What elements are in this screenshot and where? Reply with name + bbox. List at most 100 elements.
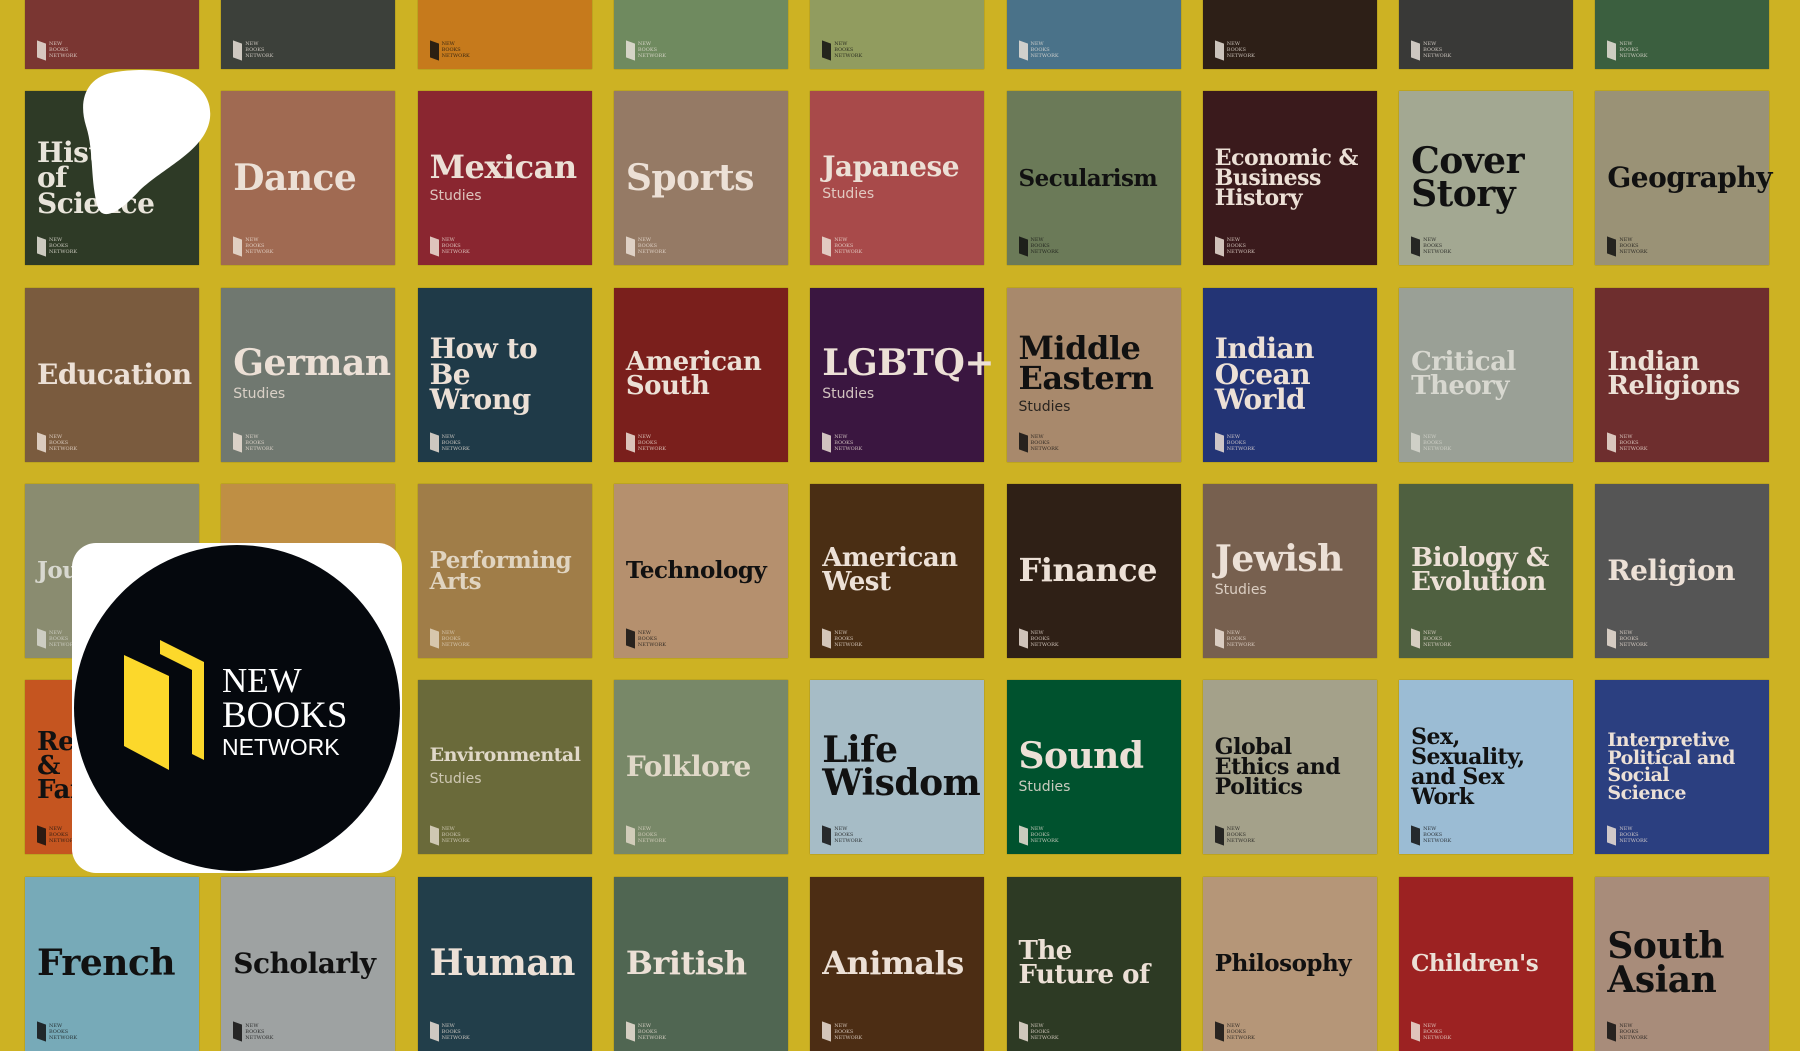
book-icon bbox=[1018, 825, 1028, 846]
mark-line: NETWORK bbox=[441, 53, 470, 59]
podcast-tile[interactable]: Animals NEW BOOKS NETWORK bbox=[810, 876, 985, 1051]
mark-line: NETWORK bbox=[49, 641, 78, 648]
podcast-tile[interactable]: Critical Theory NEW BOOKS NETWORK bbox=[1399, 287, 1574, 462]
tile-title-line: South bbox=[625, 370, 710, 401]
podcast-tile[interactable]: Global Ethics and Politics NEW BOOKS NETWORK bbox=[1202, 680, 1377, 855]
podcast-tile[interactable]: Philosophy NEW BOOKS NETWORK bbox=[1202, 876, 1377, 1051]
podcast-tile[interactable]: Education NEW BOOKS NETWORK bbox=[25, 287, 199, 462]
mark-line: BOOKS bbox=[834, 243, 854, 250]
tile-title-line: Work bbox=[1411, 784, 1474, 811]
podcast-tile[interactable]: Finance NEW BOOKS NETWORK bbox=[1006, 483, 1181, 658]
tile-title-line: Wisdom bbox=[822, 762, 981, 805]
mark-line: BOOKS bbox=[834, 439, 854, 446]
mark-line: BOOKS bbox=[1030, 635, 1050, 642]
podcast-tile[interactable]: American South NEW BOOKS NETWORK bbox=[613, 287, 788, 462]
mark-line: BOOKS bbox=[1423, 439, 1443, 446]
book-icon bbox=[429, 236, 439, 257]
mark-line: NETWORK bbox=[49, 445, 78, 452]
book-icon bbox=[1411, 1021, 1421, 1042]
podcast-tile[interactable]: Indian Religions NEW BOOKS NETWORK bbox=[1595, 287, 1770, 462]
mark-line: NEW bbox=[441, 826, 455, 833]
podcast-tile[interactable]: The Future of NEW BOOKS NETWORK bbox=[1006, 876, 1181, 1051]
mark-line: NETWORK bbox=[834, 249, 863, 256]
podcast-tile[interactable]: Environmental Studies NEW BOOKS NETWORK bbox=[417, 680, 592, 855]
tile-title-line: Technology bbox=[625, 557, 767, 585]
podcast-tile[interactable]: Folklore NEW BOOKS NETWORK bbox=[613, 680, 788, 855]
podcast-tile[interactable]: French NEW BOOKS NETWORK bbox=[25, 876, 199, 1051]
mark-line: NEW bbox=[1619, 629, 1633, 636]
mark-line: NETWORK bbox=[834, 838, 863, 845]
podcast-tile[interactable]: Human NEW BOOKS NETWORK bbox=[417, 876, 592, 1051]
book-icon bbox=[822, 1021, 832, 1042]
podcast-tile[interactable]: Dance NEW BOOKS NETWORK bbox=[221, 91, 396, 266]
podcast-tile[interactable]: Sex, Sexuality, and Sex Work NEW BOOKS NETWORK bbox=[1399, 680, 1574, 855]
mark-line: NETWORK bbox=[1226, 641, 1255, 648]
podcast-tile[interactable]: Sound Studies NEW BOOKS NETWORK bbox=[1006, 680, 1181, 855]
podcast-tile[interactable]: Scholarly NEW BOOKS NETWORK bbox=[221, 876, 396, 1051]
podcast-tile[interactable]: Mexican Studies NEW BOOKS NETWORK bbox=[417, 91, 592, 266]
book-icon bbox=[37, 825, 46, 846]
podcast-tile[interactable]: How to Be Wrong NEW BOOKS NETWORK bbox=[417, 287, 592, 462]
mark-line: NETWORK bbox=[1619, 53, 1648, 59]
podcast-tile[interactable]: Cover Story NEW BOOKS NETWORK bbox=[1399, 91, 1574, 266]
podcast-tile[interactable]: Sports NEW BOOKS NETWORK bbox=[613, 91, 788, 266]
podcast-tile[interactable]: Interpretive Political and Social Science NE… bbox=[1595, 680, 1770, 855]
mark-line: NEW bbox=[637, 237, 652, 244]
mark-line: NEW bbox=[834, 237, 848, 244]
book-icon bbox=[37, 236, 46, 257]
podcast-tile[interactable]: Indian Ocean World NEW BOOKS NETWORK bbox=[1202, 287, 1377, 462]
tile-title-line: Future of bbox=[1018, 959, 1151, 990]
podcast-tile[interactable]: South Asian NEW BOOKS NETWORK bbox=[1595, 876, 1770, 1051]
mark-line: NEW bbox=[1423, 629, 1437, 636]
mark-line: NEW bbox=[49, 41, 63, 47]
mark-line: BOOKS bbox=[49, 243, 69, 250]
mark-line: BOOKS bbox=[49, 47, 69, 53]
podcast-tile[interactable]: Children's NEW BOOKS NETWORK bbox=[1399, 876, 1574, 1051]
podcast-tile[interactable]: American West NEW BOOKS NETWORK bbox=[810, 483, 985, 658]
podcast-tile[interactable]: British NEW BOOKS NETWORK bbox=[613, 876, 788, 1051]
tile-title-line: History bbox=[1214, 185, 1303, 212]
podcast-tile[interactable]: Performing Arts NEW BOOKS NETWORK bbox=[417, 483, 592, 658]
podcast-tile[interactable]: Biology & Evolution NEW BOOKS NETWORK bbox=[1399, 483, 1574, 658]
podcast-tile[interactable]: Geography NEW BOOKS NETWORK bbox=[1595, 91, 1772, 266]
podcast-tile[interactable]: Secularism NEW BOOKS NETWORK bbox=[1006, 91, 1181, 266]
podcast-tile[interactable]: Middle Eastern Studies NEW BOOKS NETWORK bbox=[1006, 287, 1181, 462]
tile-title-line: Ocean bbox=[1214, 357, 1311, 391]
book-icon bbox=[1214, 825, 1224, 846]
mark-line: NEW bbox=[49, 826, 63, 833]
podcast-tile[interactable]: German Studies NEW BOOKS NETWORK bbox=[221, 287, 396, 462]
mark-line: NEW bbox=[834, 826, 848, 833]
podcast-tile[interactable]: Economic & Business History NEW BOOKS NETWORK bbox=[1202, 91, 1377, 266]
podcast-tile[interactable]: Jewish Studies NEW BOOKS NETWORK bbox=[1202, 483, 1377, 658]
podcast-tile[interactable]: Technology NEW BOOKS NETWORK bbox=[613, 483, 788, 658]
book-icon bbox=[625, 1021, 635, 1042]
mark-line: NETWORK bbox=[1030, 445, 1059, 452]
podcast-tile[interactable]: Japanese Studies NEW BOOKS NETWORK bbox=[810, 91, 985, 266]
mark-line: NETWORK bbox=[245, 53, 274, 59]
tile-title-line: World bbox=[1214, 383, 1306, 417]
podcast-tile[interactable]: LGBTQ+ Studies NEW BOOKS NETWORK bbox=[810, 287, 994, 462]
podcast-tile[interactable]: Life Wisdom NEW BOOKS NETWORK bbox=[810, 680, 985, 855]
mark-line: BOOKS bbox=[441, 47, 461, 53]
podcast-tile[interactable]: Religion NEW BOOKS NETWORK bbox=[1595, 483, 1770, 658]
